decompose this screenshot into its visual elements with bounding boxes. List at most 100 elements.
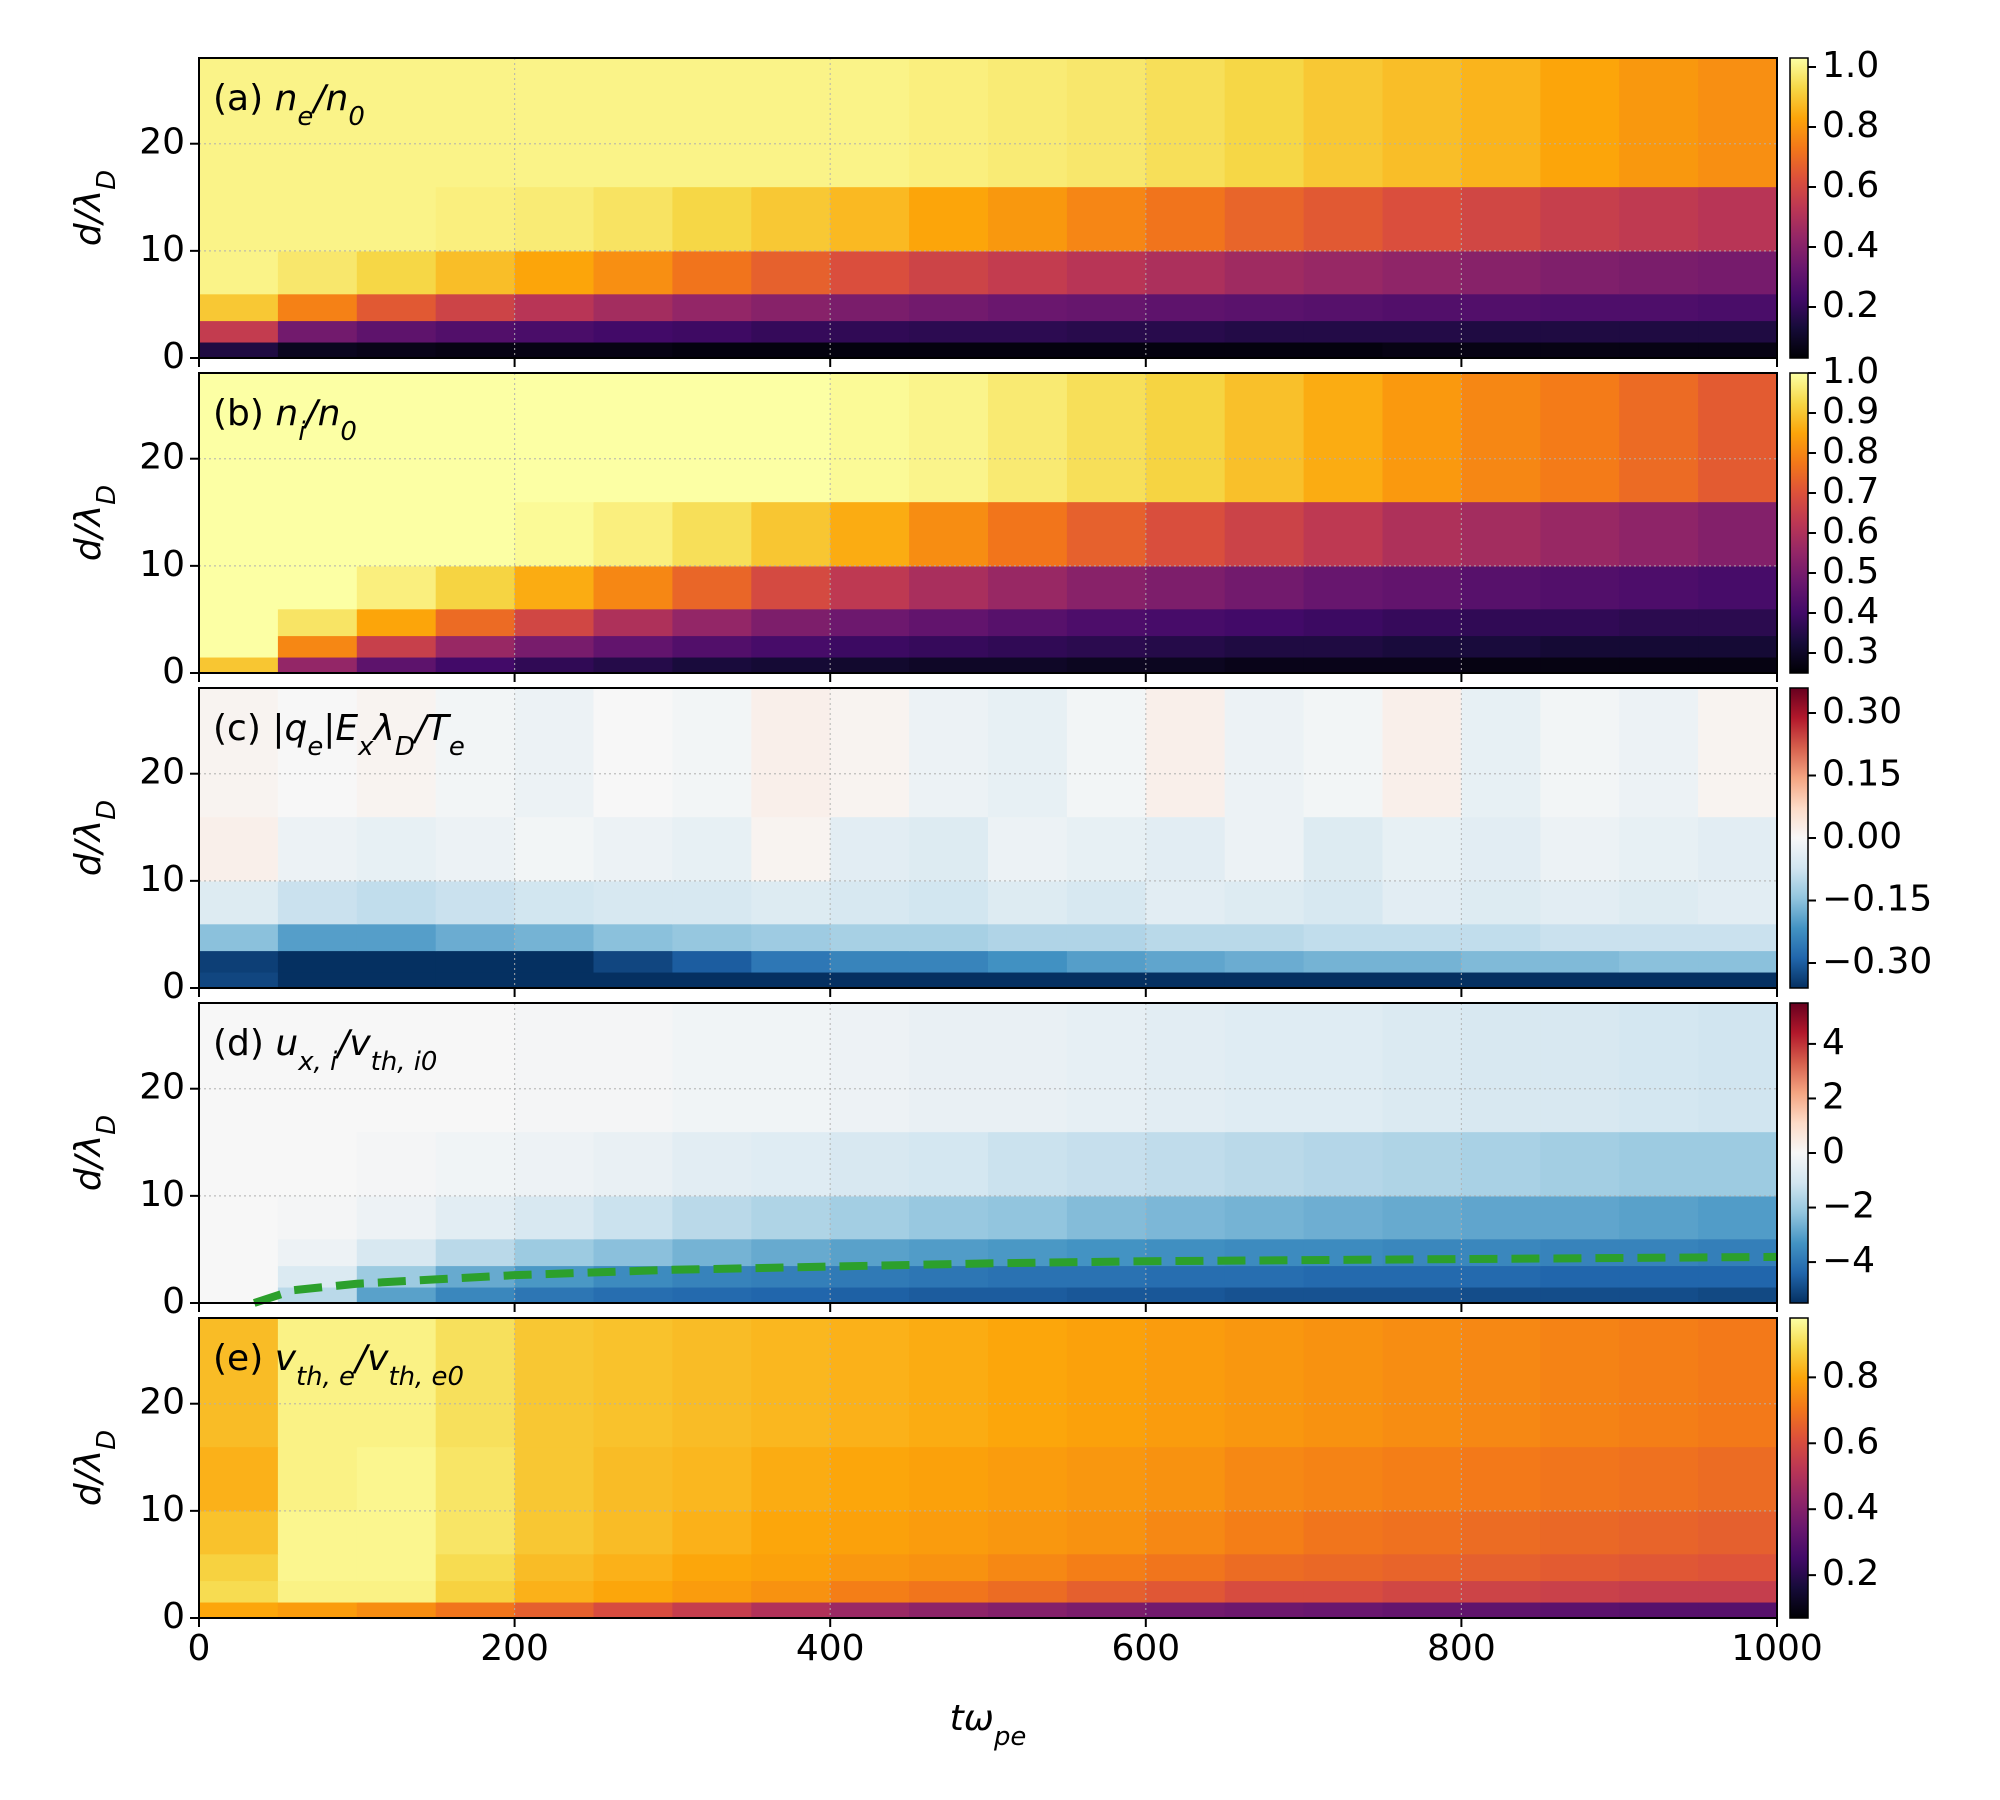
heatmap-cell — [1382, 186, 1462, 252]
heatmap-cell — [988, 320, 1068, 343]
y-tick-label: 20 — [139, 752, 185, 793]
heatmap-cell — [830, 186, 910, 252]
y-axis-label-part: D — [92, 1430, 122, 1450]
heatmap-cell — [830, 1286, 910, 1304]
heatmap-cell — [435, 1446, 516, 1512]
heatmap-cell — [1224, 923, 1305, 952]
heatmap-cell — [830, 320, 910, 343]
heatmap-cell — [1461, 1286, 1541, 1304]
heatmap-cell — [1461, 1003, 1541, 1133]
heatmap-cell — [830, 341, 910, 359]
heatmap-cell — [435, 971, 516, 989]
heatmap-cell — [1382, 293, 1462, 322]
panel-label-part: q — [284, 708, 307, 749]
heatmap-cell — [988, 565, 1068, 610]
heatmap-cell — [672, 688, 752, 818]
heatmap-cell — [435, 1238, 516, 1267]
heatmap-cell — [199, 1238, 279, 1267]
heatmap-cell — [1698, 688, 1778, 818]
heatmap-cell — [1698, 1553, 1778, 1582]
heatmap-cell — [356, 58, 437, 188]
heatmap-cell — [593, 880, 673, 925]
heatmap-cell — [1382, 565, 1462, 610]
colorbar-tick-label: 0.15 — [1822, 754, 1902, 795]
heatmap-cell — [514, 608, 595, 637]
heatmap-cell — [277, 816, 358, 882]
y-tick-label: 10 — [139, 544, 185, 585]
panel-label-part: n — [275, 393, 298, 434]
heatmap-cell — [199, 1131, 279, 1197]
heatmap-cell — [1619, 950, 1699, 973]
heatmap-cell — [199, 373, 279, 503]
heatmap-cell — [672, 950, 752, 973]
heatmap-cell — [277, 1238, 358, 1267]
heatmap-cell — [356, 1446, 437, 1512]
heatmap-cell — [1145, 971, 1226, 989]
heatmap-cell — [514, 971, 595, 989]
heatmap-cell — [1461, 186, 1541, 252]
heatmap-cell — [356, 320, 437, 343]
heatmap-cell — [514, 656, 595, 674]
heatmap-cell — [1540, 565, 1620, 610]
heatmap-cell — [199, 816, 279, 882]
plot-frame — [198, 57, 1778, 359]
heatmap-cell — [593, 1580, 673, 1603]
heatmap-cell — [514, 688, 595, 818]
heatmap-cell — [1382, 1601, 1462, 1619]
heatmap-cell — [830, 565, 910, 610]
heatmap-cell — [593, 950, 673, 973]
heatmap-cell — [1698, 608, 1778, 637]
heatmap-cell — [1698, 501, 1778, 567]
heatmap-cell — [593, 656, 673, 674]
heatmap-cell — [672, 1003, 752, 1133]
heatmap-cell — [1461, 1318, 1541, 1448]
heatmap-cell — [1540, 1195, 1620, 1240]
heatmap-cell — [1619, 1318, 1699, 1448]
heatmap-cell — [1619, 58, 1699, 188]
heatmap-cell — [1698, 1601, 1778, 1619]
heatmap-cell — [199, 501, 279, 567]
heatmap-cell — [1224, 58, 1305, 188]
heatmap-cell — [1619, 635, 1699, 658]
heatmap-cell — [1224, 656, 1305, 674]
heatmap-cell — [1224, 1553, 1305, 1582]
heatmap-cell — [1698, 635, 1778, 658]
heatmap-cell — [1303, 1195, 1384, 1240]
heatmap-cell — [1145, 1195, 1226, 1240]
heatmap-cell — [593, 971, 673, 989]
heatmap-cell — [751, 320, 831, 343]
heatmap-cell — [909, 1318, 989, 1448]
heatmap-cell — [356, 1580, 437, 1603]
heatmap-cell — [1382, 1318, 1462, 1448]
heatmap-cell — [1303, 1131, 1384, 1197]
panel-label-part: (c) | — [213, 708, 284, 749]
heatmap-cell — [1224, 1446, 1305, 1512]
heatmap-cell — [435, 320, 516, 343]
heatmap-cell — [356, 1265, 437, 1288]
heatmap-cell — [909, 1131, 989, 1197]
heatmap-cell — [1066, 1131, 1147, 1197]
heatmap-cell — [1303, 656, 1384, 674]
heatmap-cell — [1619, 608, 1699, 637]
heatmap-cell — [1382, 1446, 1462, 1512]
panel-label-part: x — [357, 732, 374, 762]
heatmap-cell — [514, 373, 595, 503]
heatmap-cell — [751, 250, 831, 295]
colorbar-tick-label: 0.3 — [1822, 631, 1879, 672]
heatmap-cell — [1382, 1195, 1462, 1240]
heatmap-cell — [277, 688, 358, 818]
heatmap-cell — [1540, 293, 1620, 322]
heatmap-cell — [593, 501, 673, 567]
heatmap-cell — [356, 565, 437, 610]
panel-label-part: / — [412, 708, 431, 749]
heatmap-cell — [1698, 1131, 1778, 1197]
heatmap-cell — [356, 608, 437, 637]
heatmap-cell — [1066, 608, 1147, 637]
heatmap-cell — [672, 565, 752, 610]
heatmap-cell — [909, 656, 989, 674]
heatmap-cell — [1698, 950, 1778, 973]
panel-label-part: u — [275, 1023, 298, 1064]
heatmap-cell — [435, 950, 516, 973]
heatmap-cell — [751, 656, 831, 674]
heatmap-cell — [1066, 656, 1147, 674]
